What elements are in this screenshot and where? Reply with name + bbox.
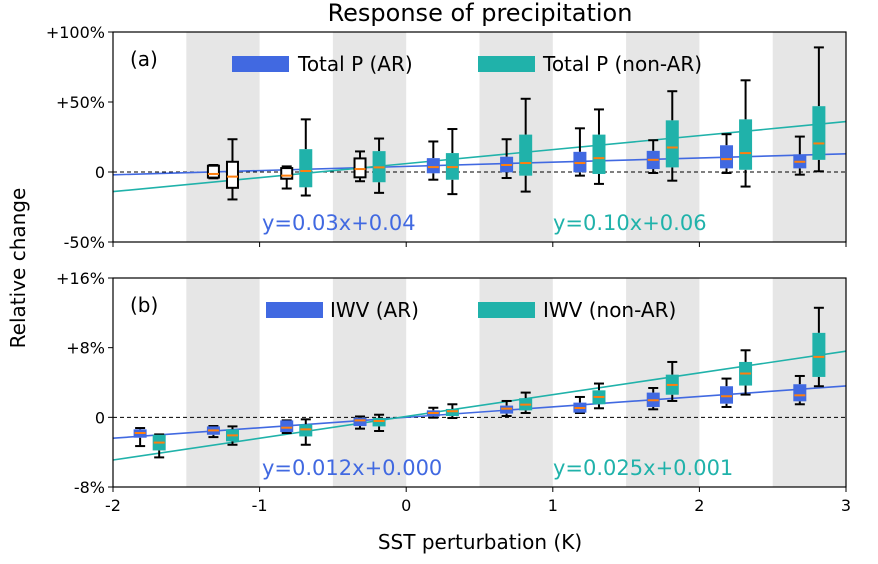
box [353,157,367,179]
box [812,332,826,377]
x-tick-label: 0 [401,496,411,515]
panel-label: (a) [130,47,158,71]
axes-frame [112,277,847,488]
fit-line [112,350,847,461]
shaded-band [772,278,846,487]
y-tick-label: +8% [66,339,105,358]
box [372,418,386,427]
box [720,145,734,169]
x-tick-label: 3 [841,496,851,515]
y-axis-label: Relative change [6,188,30,349]
legend-label: Total P (non-AR) [542,52,702,76]
box [812,106,826,160]
box [739,119,753,170]
box [793,384,807,402]
box [353,417,367,427]
y-tick-label: +100% [46,23,105,42]
y-tick-label: 0 [95,163,105,182]
box [426,158,440,174]
legend-swatch [478,56,535,72]
axes-frame [112,31,847,243]
fit-equation: y=0.10x+0.06 [553,211,707,235]
x-tick-label: 1 [548,496,558,515]
legend-swatch [478,302,535,318]
y-tick-label: 0 [95,408,105,427]
fit-equation: y=0.03x+0.04 [262,211,416,235]
box [665,120,679,168]
box [299,424,313,437]
shaded-band [332,278,407,487]
panel-label: (b) [130,293,158,317]
fit-equation: y=0.012x+0.000 [262,456,442,480]
legend-label: Total P (AR) [297,52,413,76]
box [280,420,294,433]
x-tick-label: 2 [694,496,704,515]
y-tick-label: -50% [64,233,105,252]
y-tick-label: +16% [56,269,105,288]
box [225,160,239,189]
legend-label: IWV (non-AR) [543,298,676,322]
x-tick-label: -2 [105,496,121,515]
legend-swatch [266,302,323,318]
legend-label: IWV (AR) [330,298,419,322]
x-tick-label: -1 [252,496,268,515]
legend-swatch [232,56,289,72]
box [519,134,533,176]
shaded-band [332,32,407,242]
chart-title: Response of precipitation [328,0,633,27]
box [592,134,606,174]
y-tick-label: -8% [74,478,105,497]
box [299,149,313,188]
shaded-band [772,32,846,242]
box [445,408,459,417]
shaded-band [186,278,260,487]
box [206,164,220,179]
y-tick-label: +50% [56,93,105,112]
box [720,386,734,404]
fit-equation: y=0.025x+0.001 [553,456,733,480]
box [280,167,294,180]
x-axis-label: SST perturbation (K) [378,530,582,554]
